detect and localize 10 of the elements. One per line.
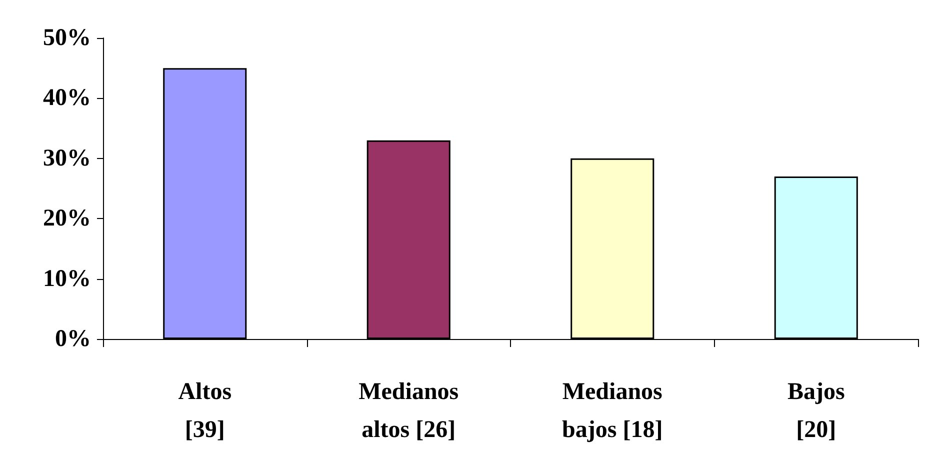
y-tick-label: 50% [43, 25, 91, 51]
x-tick-label: Bajos [20] [787, 379, 845, 443]
x-tick-label: Medianos bajos [18] [562, 379, 663, 443]
x-tick-label: Altos [39] [178, 379, 232, 443]
y-tick-label: 20% [43, 206, 91, 232]
x-tick-label: Medianos altos [26] [358, 379, 459, 443]
y-tick-label: 10% [43, 266, 91, 292]
y-tick-label: 0% [55, 326, 91, 352]
y-tick-label: 30% [43, 145, 91, 172]
y-tick-label: 40% [43, 85, 91, 112]
